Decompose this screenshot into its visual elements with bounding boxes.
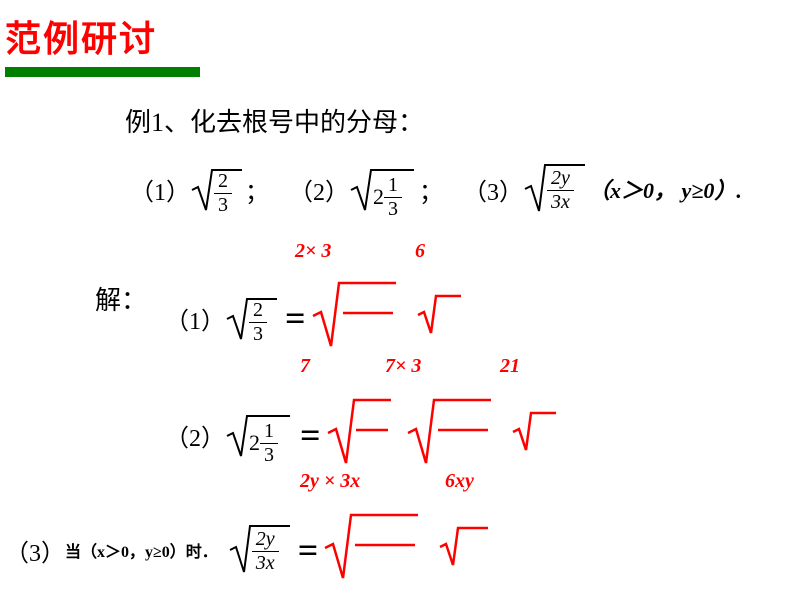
equals-sign: = [298, 529, 319, 571]
red-sqrt-2a [326, 395, 396, 475]
page-title: 范例研讨 [5, 10, 794, 62]
p3-label: （3） [463, 172, 523, 207]
p1-label: （1） [130, 172, 190, 207]
condition: （x＞0， y≥0）. [588, 173, 742, 205]
sqrt-icon: 2y 3x [523, 159, 588, 219]
annot-3b: 6xy [445, 470, 474, 493]
frac: 2y 3x [547, 167, 574, 214]
problem-2: （2） 2 1 3 ； [289, 162, 443, 217]
red-sqrt-1 [311, 278, 401, 358]
annot-2c: 21 [500, 355, 520, 378]
solution-2: （2） 2 13 = [165, 395, 561, 475]
frac: 1 3 [384, 174, 402, 221]
s3-condition: 当（x＞0，y≥0）时． [65, 538, 218, 562]
s3-label: （3） [5, 533, 65, 568]
example-intro: 例1、化去根号中的分母： [125, 102, 794, 139]
annot-3a: 2y × 3x [300, 470, 360, 493]
red-sqrt-3a [323, 510, 423, 590]
title-underline [5, 67, 200, 77]
sqrt-icon: 23 [225, 291, 280, 346]
semicolon: ； [245, 172, 269, 207]
p2-label: （2） [289, 172, 349, 207]
sqrt-icon: 2 1 3 [349, 162, 419, 217]
red-sqrt-2b [406, 395, 496, 475]
frac: 2 3 [214, 170, 232, 217]
problem-1: （1） 2 3 ； [130, 162, 269, 217]
problem-3: （3） 2y 3x （x＞0， y≥0）. [463, 159, 742, 219]
solution-label: 解： [95, 280, 147, 317]
sqrt-icon: 2 13 [225, 408, 295, 463]
red-sqrt-3b [438, 525, 493, 575]
annot-1b: 6 [415, 240, 425, 263]
header: 范例研讨 [0, 0, 794, 77]
red-sqrt-2c [511, 410, 561, 460]
s1-label: （1） [165, 301, 225, 336]
equals-sign: = [285, 297, 306, 339]
sqrt-icon: 2y3x [228, 520, 293, 580]
problems-row: （1） 2 3 ； （2） 2 1 3 [130, 159, 794, 219]
solution-3: （3） 当（x＞0，y≥0）时． 2y3x = [5, 510, 493, 590]
equals-sign: = [300, 414, 321, 456]
annot-2a: 7 [300, 355, 310, 378]
annot-2b: 7× 3 [385, 355, 421, 378]
solution-1: （1） 23 = [165, 278, 466, 358]
s2-label: （2） [165, 418, 225, 453]
red-sqrt-1b [416, 293, 466, 343]
semicolon: ； [419, 172, 443, 207]
annot-1a: 2× 3 [295, 240, 331, 263]
sqrt-icon: 2 3 [190, 162, 245, 217]
